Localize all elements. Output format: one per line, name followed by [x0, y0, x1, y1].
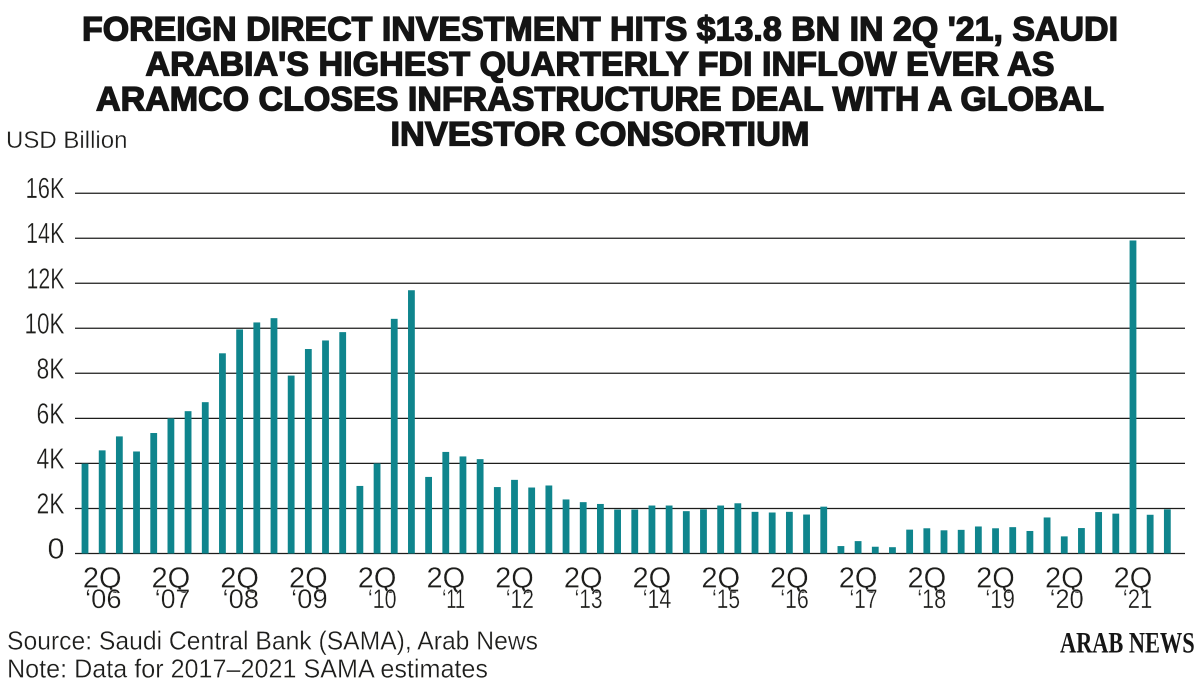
svg-text:‘20: ‘20 — [1050, 584, 1084, 614]
svg-text:‘16: ‘16 — [780, 584, 809, 614]
svg-text:‘13: ‘13 — [575, 584, 603, 614]
svg-text:2Q: 2Q — [426, 562, 465, 594]
svg-text:2Q: 2Q — [358, 562, 397, 594]
svg-text:INVESTOR CONSORTIUM: INVESTOR CONSORTIUM — [391, 116, 810, 154]
svg-text:2Q: 2Q — [839, 562, 878, 594]
svg-text:‘09: ‘09 — [291, 584, 328, 614]
svg-text:16K: 16K — [26, 173, 65, 205]
svg-text:‘14: ‘14 — [643, 584, 672, 614]
svg-text:2Q: 2Q — [976, 562, 1015, 594]
svg-text:2Q: 2Q — [83, 562, 122, 594]
svg-text:‘06: ‘06 — [85, 584, 122, 614]
svg-text:ARABIA'S HIGHEST QUARTERLY FDI: ARABIA'S HIGHEST QUARTERLY FDI INFLOW EV… — [146, 46, 1055, 84]
svg-text:ARAMCO CLOSES INFRASTRUCTURE D: ARAMCO CLOSES INFRASTRUCTURE DEAL WITH A… — [96, 81, 1104, 119]
svg-text:12K: 12K — [27, 263, 65, 295]
svg-text:‘19: ‘19 — [985, 584, 1015, 614]
svg-text:‘12: ‘12 — [506, 584, 534, 614]
svg-text:2Q: 2Q — [701, 562, 740, 594]
svg-text:‘21: ‘21 — [1123, 584, 1153, 614]
svg-text:2Q: 2Q — [564, 562, 603, 594]
svg-text:10K: 10K — [25, 308, 66, 340]
svg-text:FOREIGN DIRECT INVESTMENT HITS: FOREIGN DIRECT INVESTMENT HITS $13.8 BN … — [82, 11, 1118, 49]
svg-text:‘18: ‘18 — [917, 584, 946, 614]
svg-text:2Q: 2Q — [1114, 562, 1153, 594]
svg-text:‘10: ‘10 — [368, 584, 397, 614]
svg-text:2K: 2K — [37, 489, 66, 521]
svg-text:‘11: ‘11 — [442, 584, 465, 614]
svg-text:Source: Saudi Central Bank (SA: Source: Saudi Central Bank (SAMA), Arab … — [7, 626, 538, 656]
svg-text:‘07: ‘07 — [155, 584, 191, 614]
svg-text:ARAB NEWS: ARAB NEWS — [1060, 627, 1195, 659]
svg-text:2Q: 2Q — [633, 562, 672, 594]
svg-text:0: 0 — [48, 534, 65, 566]
svg-text:2Q: 2Q — [220, 562, 259, 594]
svg-text:USD Billion: USD Billion — [6, 128, 128, 154]
svg-text:2Q: 2Q — [289, 562, 328, 594]
svg-text:8K: 8K — [37, 353, 66, 385]
svg-text:4K: 4K — [37, 443, 66, 475]
svg-text:Note: Data for 2017–2021 SAMA: Note: Data for 2017–2021 SAMA estimates — [7, 654, 488, 684]
svg-text:2Q: 2Q — [907, 562, 946, 594]
svg-text:‘08: ‘08 — [223, 584, 260, 614]
svg-text:2Q: 2Q — [1045, 562, 1084, 594]
svg-text:2Q: 2Q — [495, 562, 534, 594]
svg-text:14K: 14K — [26, 218, 65, 250]
svg-text:6K: 6K — [37, 398, 66, 430]
svg-text:‘15: ‘15 — [712, 584, 740, 614]
svg-text:‘17: ‘17 — [850, 584, 878, 614]
svg-text:2Q: 2Q — [152, 562, 191, 594]
svg-text:2Q: 2Q — [770, 562, 809, 594]
